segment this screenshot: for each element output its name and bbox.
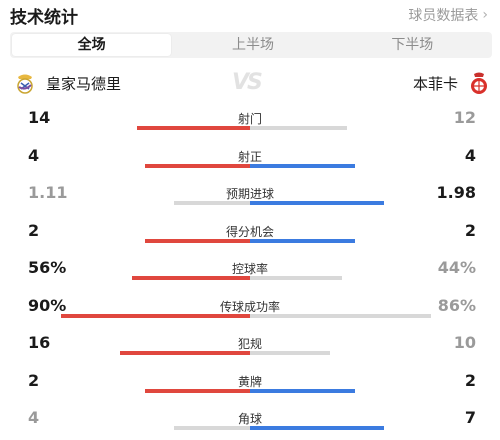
home-team-name: 皇家马德里 <box>46 74 122 93</box>
stat-label: 传球成功率 <box>219 299 280 314</box>
home-value: 14 <box>28 108 51 127</box>
away-bar <box>250 388 355 393</box>
away-bar <box>250 201 385 205</box>
home-bar-track <box>40 238 250 243</box>
stat-row: 4 角球 7 <box>0 404 500 440</box>
away-bar <box>250 426 385 430</box>
stats-header: 技术统计 球员数据表 › <box>0 0 500 30</box>
away-bar <box>250 238 355 243</box>
stat-row: 90% 传球成功率 86% <box>0 292 500 330</box>
home-value: 90% <box>28 295 67 315</box>
stat-label: 犯规 <box>237 337 262 351</box>
home-bar-track <box>40 351 250 355</box>
home-value: 16 <box>28 333 51 352</box>
stat-row: 1.11 预期进球 1.98 <box>0 179 500 217</box>
home-value: 2 <box>28 370 40 390</box>
stats-list: 14 射门 12 4 射正 4 1.11 预期进球 1.98 2 得分机会 2 56% 控球率 44% 90%… <box>0 104 500 440</box>
vs-badge: VS <box>232 70 263 95</box>
home-team: 皇家马德里 <box>12 70 121 96</box>
stat-label: 射正 <box>237 149 262 164</box>
away-value: 44% <box>437 258 476 277</box>
section-title: 技术统计 <box>10 8 78 28</box>
home-bar <box>145 238 250 243</box>
away-bar <box>250 313 431 318</box>
home-bar <box>145 388 250 393</box>
stat-row: 4 射正 4 <box>0 142 500 180</box>
away-bar <box>250 276 343 280</box>
home-bar <box>119 351 250 355</box>
home-bar-track <box>40 313 250 318</box>
real-madrid-crest-icon <box>12 70 38 96</box>
stat-row: 56% 控球率 44% <box>0 254 500 292</box>
away-bar <box>250 351 330 355</box>
away-value: 1.98 <box>436 183 476 202</box>
away-value: 7 <box>464 408 476 427</box>
home-bar <box>145 163 250 168</box>
home-value: 56% <box>28 258 67 277</box>
away-value: 4 <box>464 145 476 165</box>
home-bar <box>174 426 250 430</box>
chevron-right-icon: › <box>482 7 488 23</box>
away-bar-track <box>250 351 460 355</box>
home-bar-track <box>40 426 250 430</box>
home-bar-track <box>40 126 250 130</box>
home-value: 2 <box>28 220 40 240</box>
home-value: 4 <box>28 145 40 165</box>
away-bar <box>250 126 347 130</box>
away-bar-track <box>250 201 460 205</box>
away-team: 本菲卡 <box>413 70 492 96</box>
stat-label: 控球率 <box>231 262 268 276</box>
away-team-name: 本菲卡 <box>412 74 458 93</box>
teams-row: 皇家马德里 VS 本菲卡 <box>0 66 500 100</box>
away-value: 86% <box>437 295 476 315</box>
away-bar-track <box>250 126 460 130</box>
away-value: 12 <box>453 108 476 127</box>
home-bar-track <box>40 201 250 205</box>
stat-row: 16 犯规 10 <box>0 329 500 367</box>
away-bar-track <box>250 313 460 318</box>
away-bar-track <box>250 426 460 430</box>
stat-row: 14 射门 12 <box>0 104 500 142</box>
stat-label: 角球 <box>237 412 262 426</box>
period-tabs: 全场 上半场 下半场 <box>10 32 492 58</box>
stat-row: 2 黄牌 2 <box>0 367 500 405</box>
player-stats-link[interactable]: 球员数据表 › <box>408 5 488 25</box>
stat-row: 2 得分机会 2 <box>0 217 500 255</box>
home-bar <box>132 276 250 280</box>
home-bar <box>61 313 250 318</box>
stat-label: 射门 <box>237 112 262 126</box>
home-value: 4 <box>28 408 40 427</box>
home-value: 1.11 <box>28 183 68 202</box>
away-value: 2 <box>464 370 476 390</box>
home-bar-track <box>40 163 250 168</box>
home-bar <box>136 126 250 130</box>
away-value: 10 <box>453 333 476 352</box>
stat-label: 黄牌 <box>237 374 262 389</box>
player-stats-link-label: 球员数据表 <box>408 8 479 24</box>
away-bar <box>250 163 355 168</box>
away-bar-track <box>250 276 460 280</box>
benfica-crest-icon <box>466 70 492 96</box>
tab-full-match[interactable]: 全场 <box>12 34 172 56</box>
away-bar-track <box>250 163 460 168</box>
stat-label: 预期进球 <box>225 187 274 201</box>
tab-first-half[interactable]: 上半场 <box>231 37 274 53</box>
home-bar-track <box>40 388 250 393</box>
home-bar <box>174 201 250 205</box>
away-bar-track <box>250 238 460 243</box>
tab-second-half[interactable]: 下半场 <box>391 37 434 53</box>
home-bar-track <box>40 276 250 280</box>
away-value: 2 <box>464 220 476 240</box>
away-bar-track <box>250 388 460 393</box>
stat-label: 得分机会 <box>225 224 274 239</box>
